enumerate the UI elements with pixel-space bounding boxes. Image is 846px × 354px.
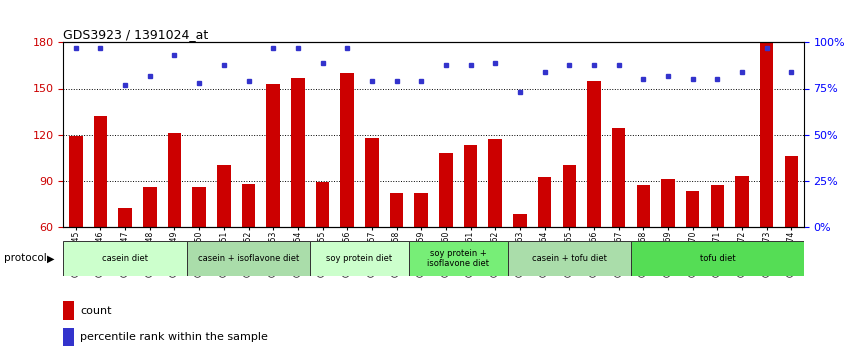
Text: count: count	[80, 306, 112, 316]
Bar	[63, 241, 187, 276]
Text: GDS3923 / 1391024_at: GDS3923 / 1391024_at	[63, 28, 209, 41]
Bar	[63, 328, 74, 346]
Bar	[143, 187, 157, 227]
Bar	[266, 84, 280, 227]
Bar	[365, 138, 379, 227]
Bar	[291, 78, 305, 227]
Text: tofu diet: tofu diet	[700, 254, 735, 263]
Bar	[784, 156, 798, 227]
Text: casein + tofu diet: casein + tofu diet	[532, 254, 607, 263]
Bar	[711, 185, 724, 227]
Text: ▶: ▶	[47, 253, 55, 263]
Bar	[242, 184, 255, 227]
Bar	[631, 241, 804, 276]
Bar	[217, 165, 231, 227]
Bar	[514, 214, 527, 227]
Bar	[168, 133, 181, 227]
Bar	[340, 73, 354, 227]
Text: percentile rank within the sample: percentile rank within the sample	[80, 332, 268, 342]
Bar	[686, 191, 700, 227]
Text: soy protein diet: soy protein diet	[327, 254, 393, 263]
Bar	[118, 208, 132, 227]
Text: protocol: protocol	[4, 253, 47, 263]
Text: casein + isoflavone diet: casein + isoflavone diet	[198, 254, 299, 263]
Bar	[316, 182, 329, 227]
Bar	[464, 145, 477, 227]
Bar	[662, 179, 675, 227]
Bar	[187, 241, 310, 276]
Bar	[63, 301, 74, 320]
Bar	[538, 177, 552, 227]
Bar	[760, 42, 773, 227]
Bar	[488, 139, 502, 227]
Bar	[94, 116, 107, 227]
Bar	[735, 176, 749, 227]
Bar	[415, 193, 428, 227]
Bar	[409, 241, 508, 276]
Bar	[587, 81, 601, 227]
Bar	[612, 129, 625, 227]
Text: soy protein +
isoflavone diet: soy protein + isoflavone diet	[427, 249, 489, 268]
Bar	[636, 185, 650, 227]
Bar	[192, 187, 206, 227]
Bar	[310, 241, 409, 276]
Bar	[69, 136, 83, 227]
Bar	[439, 153, 453, 227]
Bar	[563, 165, 576, 227]
Bar	[508, 241, 631, 276]
Bar	[390, 193, 404, 227]
Text: casein diet: casein diet	[102, 254, 148, 263]
